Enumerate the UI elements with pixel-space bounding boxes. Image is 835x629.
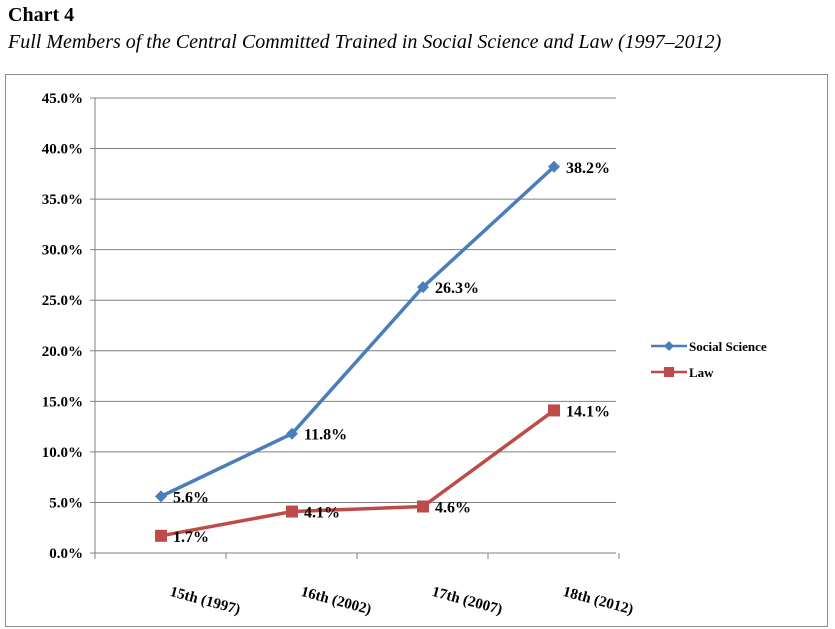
series [155, 160, 560, 542]
x-tick-label: 15th (1997) [168, 584, 242, 618]
chart-subtitle: Full Members of the Central Committed Tr… [8, 31, 722, 53]
data-point-marker [417, 500, 429, 513]
y-tick-label: 20.0% [42, 344, 83, 360]
data-point-marker [417, 281, 429, 294]
y-tick-label: 45.0% [42, 91, 83, 107]
data-point-marker [548, 160, 560, 173]
x-tick-label: 17th (2007) [430, 584, 504, 618]
legend-marker [664, 341, 674, 351]
data-label: 5.6% [173, 489, 209, 506]
x-tick-label: 18th (2012) [561, 584, 635, 618]
data-point-marker [155, 490, 167, 503]
series-line-social-science [160, 165, 556, 498]
data-point-marker [155, 529, 167, 542]
line-chart: 0.0% 5.0% 10.0% 15.0% 20.0% 25.0% 30.0% 35.0% 40… [42, 91, 767, 618]
series-line-law [160, 409, 556, 538]
data-label: 11.8% [304, 427, 347, 444]
data-label: 14.1% [566, 403, 610, 420]
legend: Social Science Law [651, 339, 767, 380]
y-tick-label: 30.0% [42, 243, 83, 259]
data-label: 4.6% [435, 499, 471, 516]
data-point-marker [286, 505, 298, 518]
y-tick-label: 15.0% [42, 394, 83, 410]
y-tick-label: 5.0% [49, 495, 83, 511]
y-tick-label: 35.0% [42, 192, 83, 208]
chart-heading: Chart 4 [8, 4, 75, 26]
data-point-marker [286, 427, 298, 440]
y-tick-label: 40.0% [42, 142, 83, 158]
data-label: 38.2% [566, 160, 610, 177]
x-tick-label: 16th (2002) [299, 584, 373, 618]
gridlines [95, 97, 616, 503]
data-point-marker [548, 404, 560, 417]
legend-label: Social Science [689, 339, 767, 354]
data-label: 1.7% [173, 529, 209, 546]
data-label: 4.1% [304, 505, 340, 522]
y-tick-label: 25.0% [42, 293, 83, 309]
y-tick-label: 10.0% [42, 445, 83, 461]
data-labels: 5.6% 11.8% 26.3% 38.2% 1.7% 4.1% 4.6% 14.1% [173, 160, 610, 546]
legend-label: Law [689, 365, 714, 380]
axes: 0.0% 5.0% 10.0% 15.0% 20.0% 25.0% 30.0% 35.0% 40… [42, 91, 635, 618]
y-tick-label: 0.0% [49, 546, 83, 562]
data-label: 26.3% [435, 280, 479, 297]
legend-marker [664, 367, 674, 377]
chart-frame: 0.0% 5.0% 10.0% 15.0% 20.0% 25.0% 30.0% 35.0% 40… [5, 74, 828, 627]
